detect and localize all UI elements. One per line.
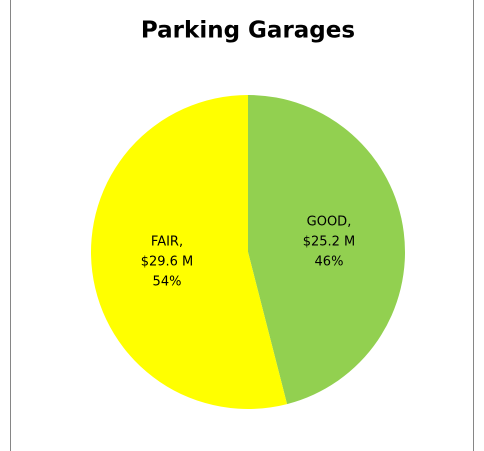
slice-amount-label: $25.2 M [303,234,356,249]
slice-percent-label: 54% [153,275,182,290]
chart-title: Parking Garages [141,18,355,44]
slice-category-label: GOOD, [307,214,352,229]
slice-amount-label: $29.6 M [141,255,194,270]
slice-category-label: FAIR, [151,235,183,250]
pie-slice [248,95,405,405]
pie-slice [90,95,288,410]
slice-percent-label: 46% [315,254,344,269]
